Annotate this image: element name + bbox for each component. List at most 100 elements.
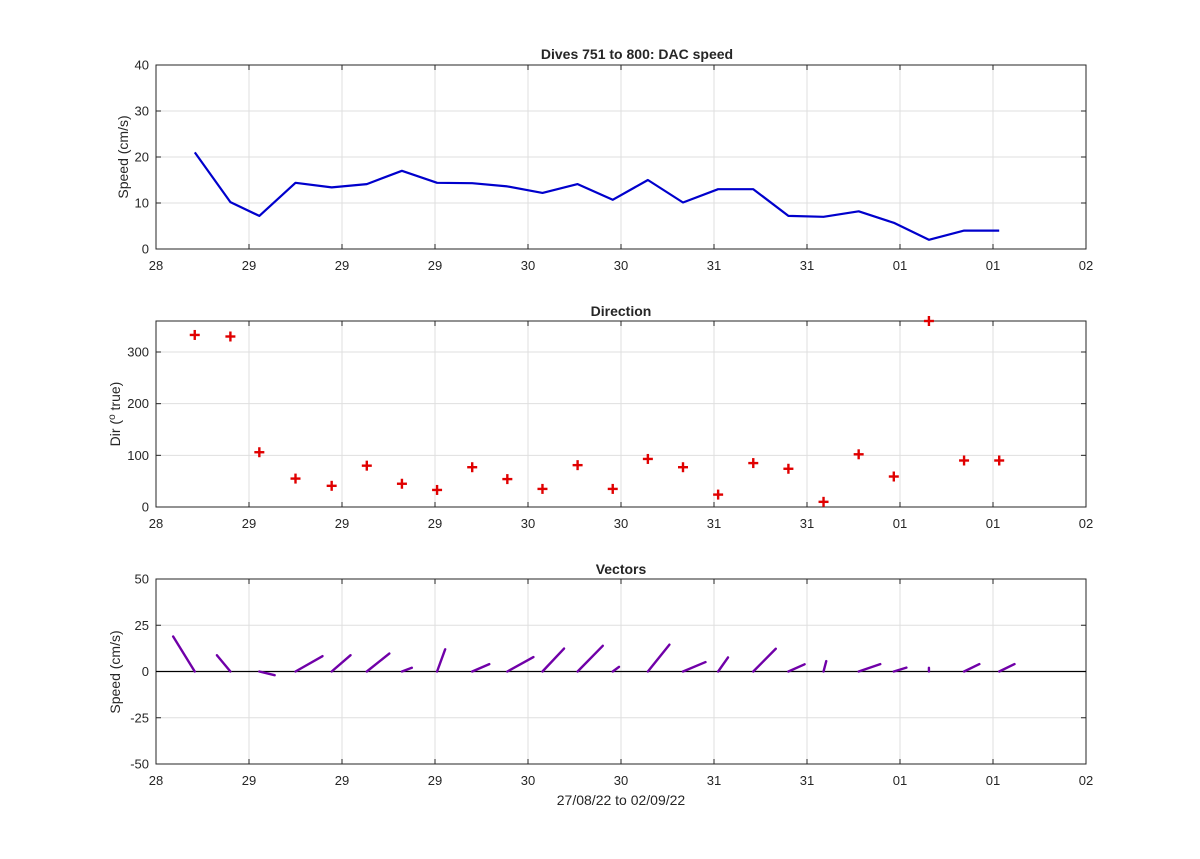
vectors-x-tick-label: 28 xyxy=(149,773,163,788)
velocity-vector xyxy=(365,652,391,673)
vectors-x-tick-label: 01 xyxy=(893,773,907,788)
velocity-vector xyxy=(752,647,777,673)
direction-point xyxy=(923,316,934,326)
direction-ylabel-degree: o xyxy=(107,414,118,420)
vectors-x-axis-label: 27/08/22 to 02/09/22 xyxy=(557,792,686,808)
direction-point xyxy=(432,484,443,495)
velocity-vector xyxy=(258,670,276,677)
direction-point xyxy=(361,460,372,471)
direction-point xyxy=(326,480,337,491)
velocity-vector xyxy=(506,655,535,673)
vectors-x-tick-label: 31 xyxy=(800,773,814,788)
direction-point xyxy=(290,473,301,484)
direction-x-tick-label: 29 xyxy=(242,516,256,531)
vectors-x-tick-label: 29 xyxy=(335,773,349,788)
velocity-vector xyxy=(471,662,491,673)
direction-point xyxy=(888,471,899,482)
velocity-vector xyxy=(215,654,232,673)
direction-x-tick-label: 01 xyxy=(986,516,1000,531)
velocity-vector xyxy=(962,662,981,673)
direction-point xyxy=(537,483,548,494)
vectors-y-tick-label: -25 xyxy=(130,710,149,725)
speed-y-tick-label: 0 xyxy=(142,242,149,257)
speed-x-tick-label: 01 xyxy=(893,258,907,273)
direction-y-tick-label: 0 xyxy=(142,500,149,515)
velocity-vector xyxy=(998,662,1016,673)
direction-point xyxy=(959,455,970,466)
vectors-y-tick-label: 25 xyxy=(135,618,149,633)
vectors-x-tick-label: 29 xyxy=(428,773,442,788)
direction-x-tick-label: 01 xyxy=(893,516,907,531)
direction-point xyxy=(713,489,724,500)
speed-series-line xyxy=(193,151,1000,241)
speed-x-tick-label: 29 xyxy=(428,258,442,273)
direction-point xyxy=(396,478,407,489)
direction-point xyxy=(467,462,478,473)
direction-x-tick-label: 29 xyxy=(428,516,442,531)
direction-point xyxy=(189,329,200,340)
velocity-vector xyxy=(822,659,828,673)
velocity-vector xyxy=(294,654,324,673)
velocity-vector xyxy=(892,666,908,673)
velocity-vector xyxy=(716,656,730,673)
vectors-x-tick-label: 02 xyxy=(1079,773,1093,788)
velocity-vector xyxy=(435,648,447,673)
velocity-vector xyxy=(576,644,604,673)
velocity-vector xyxy=(330,654,352,673)
velocity-vector xyxy=(787,663,806,673)
direction-y-tick-label: 200 xyxy=(127,396,149,411)
speed-y-tick-label: 20 xyxy=(135,150,149,165)
speed-x-tick-label: 01 xyxy=(986,258,1000,273)
direction-ylabel-prefix: Dir ( xyxy=(107,420,123,447)
direction-x-tick-label: 28 xyxy=(149,516,163,531)
vectors-panel: Vectors Speed (cm/s) 27/08/22 to 02/09/2… xyxy=(107,561,1093,808)
direction-x-tick-label: 30 xyxy=(521,516,535,531)
speed-x-tick-label: 31 xyxy=(800,258,814,273)
direction-point xyxy=(818,496,829,507)
speed-x-tick-label: 30 xyxy=(614,258,628,273)
vectors-chart-title: Vectors xyxy=(596,561,647,577)
direction-y-axis-label: Dir (o true) xyxy=(107,382,123,447)
velocity-vector xyxy=(171,635,196,673)
vectors-x-tick-label: 31 xyxy=(707,773,721,788)
vectors-y-axis-label: Speed (cm/s) xyxy=(107,630,123,713)
direction-x-tick-label: 02 xyxy=(1079,516,1093,531)
direction-point xyxy=(642,453,653,464)
speed-x-tick-label: 28 xyxy=(149,258,163,273)
direction-point xyxy=(853,449,864,460)
speed-x-tick-label: 02 xyxy=(1079,258,1093,273)
direction-point xyxy=(994,455,1005,466)
direction-point xyxy=(254,447,265,458)
direction-x-tick-label: 30 xyxy=(614,516,628,531)
direction-point xyxy=(678,462,688,473)
direction-point xyxy=(783,463,794,474)
direction-point xyxy=(225,331,236,342)
vectors-x-tick-label: 29 xyxy=(242,773,256,788)
speed-x-tick-label: 29 xyxy=(335,258,349,273)
direction-point xyxy=(502,474,513,485)
direction-panel: Direction Dir (o true) 28 29 29 29 30 30 31 31 0… xyxy=(107,303,1093,531)
velocity-vector xyxy=(400,666,414,673)
direction-chart-title: Direction xyxy=(591,303,652,319)
direction-point xyxy=(748,458,759,469)
vectors-x-tick-label: 30 xyxy=(521,773,535,788)
velocity-vector xyxy=(611,665,621,673)
velocity-vector xyxy=(681,660,707,673)
direction-y-tick-label: 100 xyxy=(127,448,149,463)
direction-point xyxy=(607,483,618,494)
speed-y-tick-label: 30 xyxy=(135,104,149,119)
vectors-y-tick-label: -50 xyxy=(130,757,149,772)
direction-x-tick-label: 31 xyxy=(800,516,814,531)
speed-x-tick-label: 30 xyxy=(521,258,535,273)
speed-panel: Dives 751 to 800: DAC speed Speed (cm/s)… xyxy=(115,46,1093,273)
speed-chart-title: Dives 751 to 800: DAC speed xyxy=(541,46,733,62)
direction-y-tick-label: 300 xyxy=(127,345,149,360)
speed-x-tick-label: 29 xyxy=(242,258,256,273)
vectors-y-tick-label: 0 xyxy=(142,664,149,679)
speed-y-tick-label: 10 xyxy=(135,196,149,211)
velocity-vector xyxy=(646,643,671,673)
velocity-vector xyxy=(857,662,882,673)
velocity-vector xyxy=(541,647,566,673)
speed-x-tick-label: 31 xyxy=(707,258,721,273)
